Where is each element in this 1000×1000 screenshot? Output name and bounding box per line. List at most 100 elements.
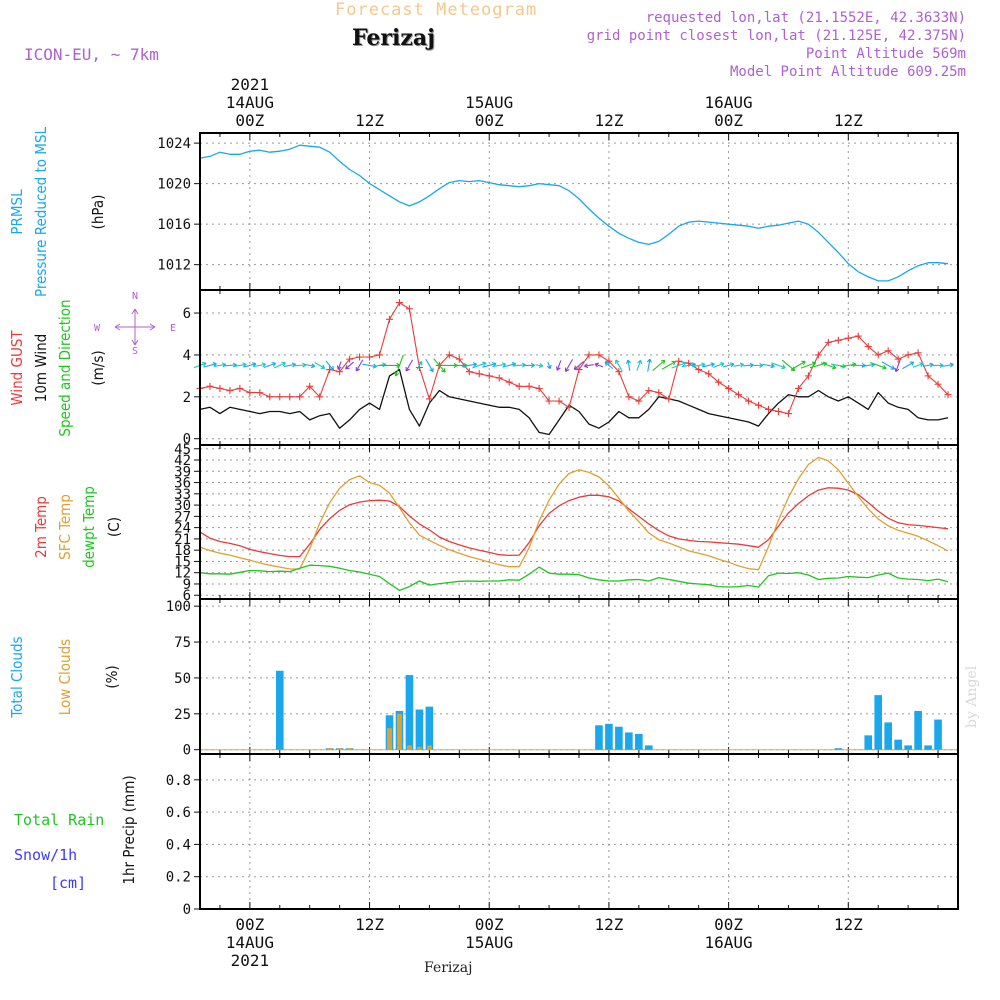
gust-point (495, 374, 503, 382)
low-cloud-bar (406, 745, 412, 750)
sfc-temp-line (199, 456, 949, 571)
wind-direction-arrow (425, 358, 434, 373)
y-tick-label: 1020 (157, 177, 191, 193)
wind-direction-arrow (809, 361, 828, 369)
bottom-time-label: 12Z (834, 915, 863, 934)
wind-direction-arrow (594, 362, 604, 368)
wind-direction-arrow (604, 361, 614, 370)
y-tick-label: 6 (183, 588, 191, 604)
snow-unit-label: [cm] (50, 874, 86, 892)
temp-2m-label: 2m Temp (32, 496, 50, 558)
gust-point (316, 393, 324, 401)
y-tick-label: 0 (183, 432, 191, 448)
total-cloud-bar (615, 726, 623, 750)
precip-unit-label: 1hr Precip (mm) (120, 775, 138, 884)
gust-point (735, 391, 743, 399)
top-time-label: 00Z (475, 111, 504, 130)
total-cloud-bar (864, 735, 873, 750)
bottom-time-label: 12Z (355, 915, 384, 934)
panel-frame (199, 132, 959, 291)
gust-point (306, 382, 314, 390)
y-tick-label: 4 (183, 348, 191, 364)
wind-direction-arrow (233, 362, 247, 368)
panel-frame (199, 598, 959, 755)
wind-direction-arrow (733, 362, 745, 368)
wind-direction-arrow (870, 361, 887, 370)
gust-point (585, 351, 593, 359)
gust-point (405, 305, 413, 313)
model-label: ICON-EU, ~ 7km (24, 45, 159, 64)
total-cloud-bar (625, 732, 633, 750)
gust-point (725, 384, 733, 392)
wind-direction-arrow (942, 362, 954, 368)
wind-direction-arrow (564, 359, 574, 372)
y-tick-label: 0 (183, 902, 191, 918)
temp-2m-line (199, 487, 949, 558)
gust-point (715, 378, 723, 386)
y-tick-label: 100 (166, 599, 191, 615)
gust-point (765, 405, 772, 413)
total-cloud-bar (275, 670, 284, 750)
y-tick-label: 0.8 (166, 773, 191, 789)
compass-west: W (94, 323, 101, 334)
low-cloud-bar (327, 748, 333, 750)
wind-direction-arrow (762, 363, 775, 369)
y-tick-label: 15 (174, 554, 191, 570)
model-point-altitude: Model Point Altitude 609.25m (729, 64, 966, 80)
y-tick-label: 12 (174, 566, 191, 582)
gust-point (635, 397, 643, 405)
wind-direction-arrow (304, 363, 316, 369)
total-clouds-label: Total Clouds (8, 636, 26, 718)
gust-point (665, 395, 673, 403)
y-tick-label: 50 (174, 671, 191, 687)
y-tick-label: 25 (174, 707, 191, 723)
wind-direction-arrow (345, 361, 354, 370)
y-tick-label: 42 (174, 453, 191, 469)
low-cloud-bar (416, 746, 422, 750)
y-tick-label: 18 (174, 543, 191, 559)
top-time-label: 15AUG (465, 93, 513, 112)
low-cloud-bar (426, 745, 432, 750)
gust-point (206, 382, 214, 390)
bottom-time-label: 00Z (714, 915, 743, 934)
gust-point (236, 384, 244, 392)
requested-coordinates: requested lon,lat (21.1552E, 42.3633N) (645, 10, 966, 26)
pressure-label-prmsl: PRMSL (8, 189, 26, 235)
wind-direction-arrow (583, 363, 594, 369)
gust-point (485, 372, 493, 380)
total-cloud-bar (874, 695, 883, 750)
gust-point (565, 403, 573, 411)
gust-point (854, 332, 862, 340)
gust-point (346, 355, 354, 363)
bottom-time-label: 14AUG (226, 933, 274, 952)
wind-direction-arrow (433, 358, 446, 373)
wind-speed-line (199, 368, 949, 436)
gust-point (615, 368, 623, 376)
total-cloud-bar (924, 745, 932, 750)
top-time-label: 12Z (834, 111, 863, 130)
top-time-label: 00Z (235, 111, 264, 130)
low-cloud-bar (387, 728, 392, 750)
gust-point (286, 393, 294, 401)
low-cloud-bar (337, 748, 343, 750)
gust-point (266, 393, 274, 401)
y-tick-label: 45 (174, 442, 191, 458)
wind-direction-arrow (461, 362, 478, 368)
gust-point (934, 380, 942, 388)
gust-point (386, 315, 393, 323)
wind-direction-arrow (646, 358, 652, 372)
gust-point (864, 343, 872, 351)
gust-point (874, 351, 882, 359)
bottom-time-label: 2021 (231, 951, 270, 970)
total-rain-label: Total Rain (14, 811, 104, 829)
y-tick-label: 0.2 (166, 870, 191, 886)
total-cloud-bar (904, 745, 912, 750)
wind-direction-arrow (416, 361, 423, 370)
gust-point (824, 338, 832, 346)
gust-point (226, 387, 234, 395)
y-tick-label: 1012 (157, 258, 191, 274)
compass-south: S (132, 346, 138, 357)
wind-direction-arrow (625, 359, 631, 371)
wind-direction-arrow (472, 361, 487, 369)
